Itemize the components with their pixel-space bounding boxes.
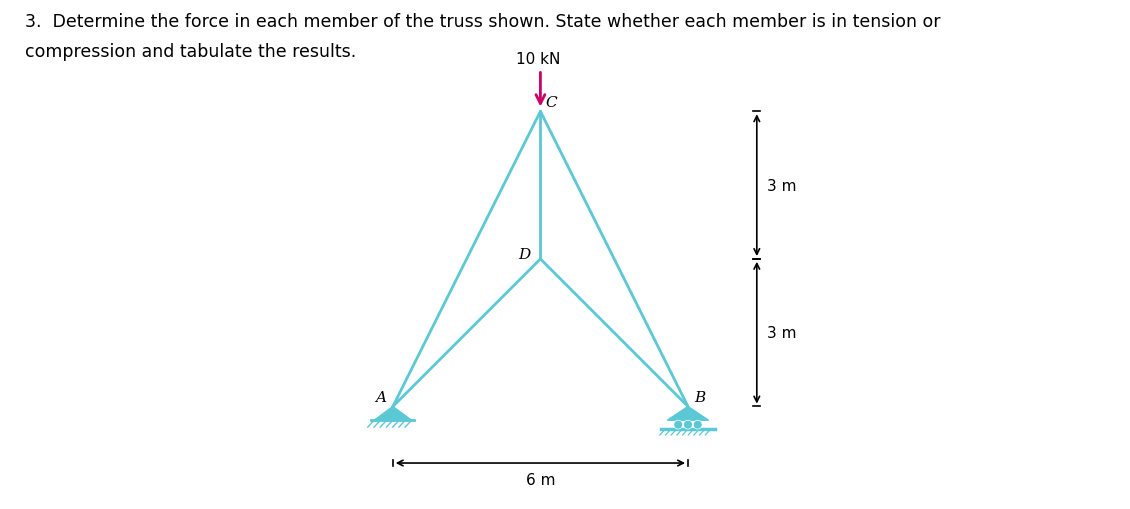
- Polygon shape: [374, 407, 411, 420]
- Text: 10 kN: 10 kN: [515, 51, 560, 67]
- Circle shape: [684, 420, 693, 429]
- Text: C: C: [546, 96, 557, 110]
- Text: B: B: [694, 390, 705, 404]
- Text: D: D: [519, 248, 530, 262]
- Polygon shape: [668, 407, 709, 420]
- Text: 3 m: 3 m: [766, 326, 797, 341]
- Circle shape: [673, 420, 683, 429]
- Text: 6 m: 6 m: [525, 472, 555, 487]
- Text: 3 m: 3 m: [766, 178, 797, 193]
- Text: A: A: [375, 390, 386, 404]
- Text: 3.  Determine the force in each member of the truss shown. State whether each me: 3. Determine the force in each member of…: [25, 13, 940, 31]
- Text: compression and tabulate the results.: compression and tabulate the results.: [25, 43, 356, 61]
- Circle shape: [694, 420, 702, 429]
